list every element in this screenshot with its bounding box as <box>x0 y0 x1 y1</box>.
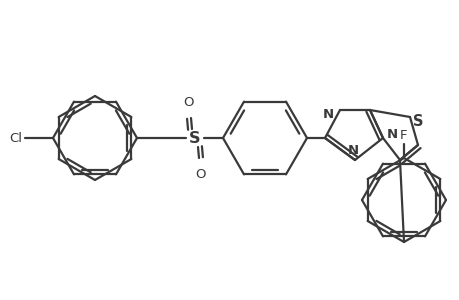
Text: Cl: Cl <box>9 131 22 145</box>
Text: N: N <box>322 107 333 121</box>
Text: N: N <box>347 143 358 157</box>
Text: O: O <box>196 167 206 181</box>
Text: O: O <box>183 95 194 109</box>
Text: F: F <box>399 128 407 142</box>
Text: N: N <box>386 128 397 140</box>
Text: S: S <box>412 113 422 128</box>
Text: S: S <box>189 130 200 146</box>
